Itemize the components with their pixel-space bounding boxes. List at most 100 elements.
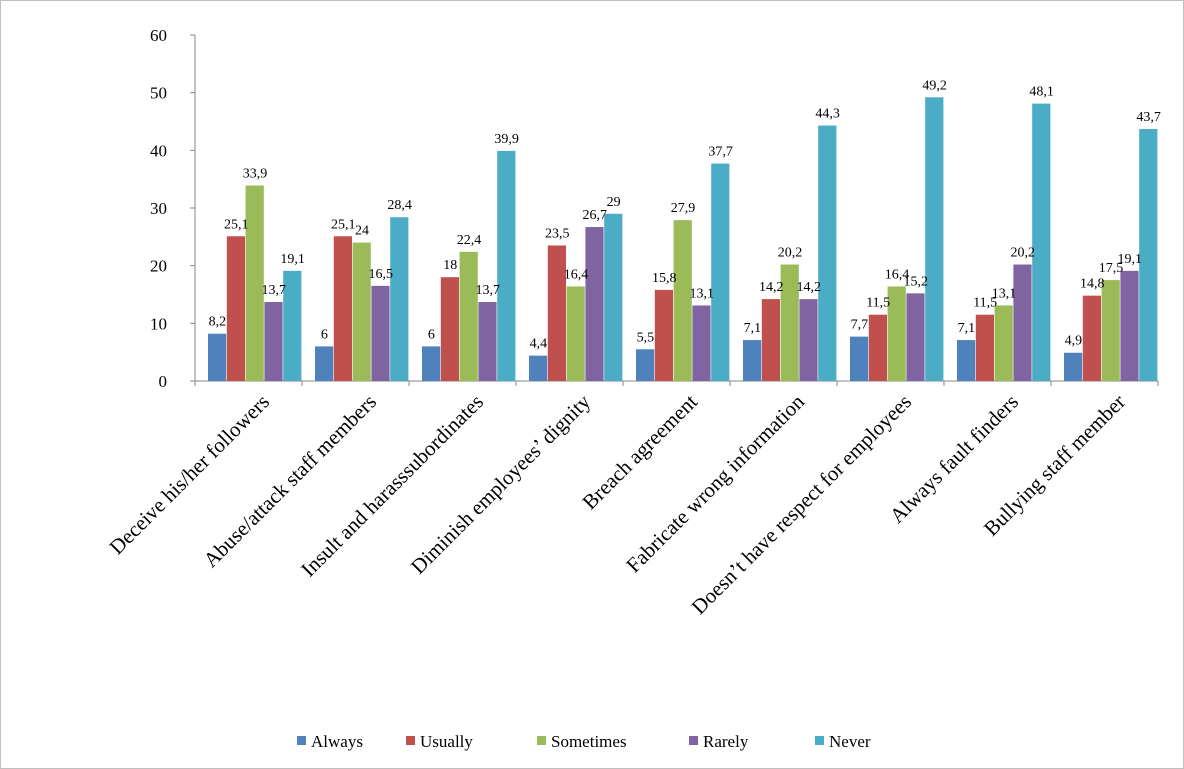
legend-swatch-sometimes (537, 736, 546, 745)
bar-never-1 (283, 270, 302, 381)
data-label: 11,5 (866, 296, 890, 311)
data-label: 6 (428, 327, 435, 342)
data-label: 7,1 (744, 321, 762, 336)
bar-always-8 (957, 340, 976, 381)
data-label: 4,9 (1065, 334, 1083, 349)
bar-sometimes-1 (245, 185, 264, 381)
legend-label-sometimes: Sometimes (551, 732, 627, 751)
bar-sometimes-2 (352, 242, 371, 381)
data-label: 24 (355, 224, 369, 239)
data-label: 5,5 (637, 330, 655, 345)
y-tick-label: 10 (150, 314, 167, 333)
bar-usually-4 (547, 245, 566, 381)
category-label: Insult and harasssubordinates (296, 390, 488, 582)
bar-rarely-7 (906, 293, 925, 381)
data-labels: 8,2 6 6 4,4 5,5 7,1 7,7 7,1 4,9 25,1 25,1 18 23,5 15,… (209, 78, 1161, 351)
bar-always-6 (743, 340, 762, 381)
data-label: 11,5 (973, 296, 997, 311)
legend-swatch-always (297, 736, 306, 745)
data-label: 33,9 (243, 167, 268, 182)
bar-sometimes-8 (994, 305, 1013, 381)
bar-sometimes-9 (1101, 280, 1120, 381)
data-label: 27,9 (671, 201, 696, 216)
bar-never-2 (390, 217, 409, 381)
data-label: 22,4 (457, 233, 482, 248)
legend-label-always: Always (311, 732, 363, 751)
category-label: Diminish employees’ dignity (406, 389, 595, 578)
y-tick-label: 40 (150, 141, 167, 160)
bar-rarely-6 (799, 299, 818, 381)
bar-never-7 (925, 97, 944, 381)
y-tick-label: 30 (150, 199, 167, 218)
category-label: Fabricate wrong information (621, 389, 809, 577)
bar-always-1 (208, 333, 227, 381)
data-label: 7,7 (851, 318, 869, 333)
data-label: 15,8 (652, 271, 677, 286)
legend-label-rarely: Rarely (703, 732, 749, 751)
legend-swatch-usually (406, 736, 415, 745)
bar-always-7 (850, 336, 869, 381)
bar-never-9 (1139, 128, 1158, 381)
data-label: 26,7 (583, 208, 608, 223)
data-label: 4,4 (530, 337, 548, 352)
bar-sometimes-7 (887, 286, 906, 381)
category-label: Abuse/attack staff members (199, 390, 381, 572)
legend-label-usually: Usually (420, 732, 473, 751)
bar-always-4 (529, 355, 548, 381)
bars (208, 97, 1158, 381)
legend: Always Usually Sometimes Rarely Never (297, 732, 871, 751)
data-label: 15,2 (904, 274, 929, 289)
bar-rarely-2 (371, 285, 390, 381)
bar-usually-9 (1082, 295, 1101, 381)
bar-never-8 (1032, 103, 1051, 381)
data-label: 48,1 (1029, 85, 1054, 100)
data-label: 18 (443, 258, 457, 273)
data-label: 13,7 (262, 283, 287, 298)
data-label: 16,4 (564, 267, 589, 282)
legend-label-never: Never (829, 732, 871, 751)
y-tick-label: 60 (150, 26, 167, 45)
data-label: 19,1 (1118, 252, 1143, 267)
bar-usually-5 (654, 289, 673, 381)
bar-usually-6 (761, 299, 780, 381)
y-tick-label: 20 (150, 257, 167, 276)
data-label: 14,8 (1080, 277, 1105, 292)
data-label: 25,1 (224, 217, 249, 232)
bar-usually-7 (868, 314, 887, 381)
data-label: 28,4 (387, 198, 412, 213)
data-label: 39,9 (494, 132, 519, 147)
data-label: 13,7 (476, 283, 501, 298)
bar-usually-1 (226, 236, 245, 381)
data-label: 20,2 (778, 246, 803, 261)
data-label: 44,3 (815, 107, 840, 122)
y-tick-label: 50 (150, 84, 167, 103)
bar-rarely-5 (692, 305, 711, 381)
bar-sometimes-3 (459, 251, 478, 381)
bar-always-5 (636, 349, 655, 381)
bar-usually-8 (975, 314, 994, 381)
bar-rarely-4 (585, 227, 604, 381)
data-label: 16,4 (885, 267, 910, 282)
bar-usually-3 (440, 277, 459, 381)
y-tick-label: 0 (159, 372, 168, 391)
bar-always-2 (315, 346, 334, 381)
bar-sometimes-6 (780, 264, 799, 381)
bar-rarely-8 (1013, 264, 1032, 381)
data-label: 19,1 (280, 252, 305, 267)
data-label: 16,5 (369, 267, 394, 282)
bar-sometimes-4 (566, 286, 585, 381)
bar-never-5 (711, 163, 730, 381)
bar-never-4 (604, 213, 623, 381)
category-label: Doesn’t have respect for employees (687, 390, 916, 619)
data-label: 14,2 (759, 280, 784, 295)
data-label: 25,1 (331, 217, 356, 232)
data-label: 14,2 (797, 280, 822, 295)
bar-always-3 (422, 346, 441, 381)
data-label: 7,1 (958, 321, 976, 336)
data-label: 17,5 (1099, 261, 1124, 276)
data-label: 37,7 (708, 145, 733, 160)
legend-swatch-never (815, 736, 824, 745)
